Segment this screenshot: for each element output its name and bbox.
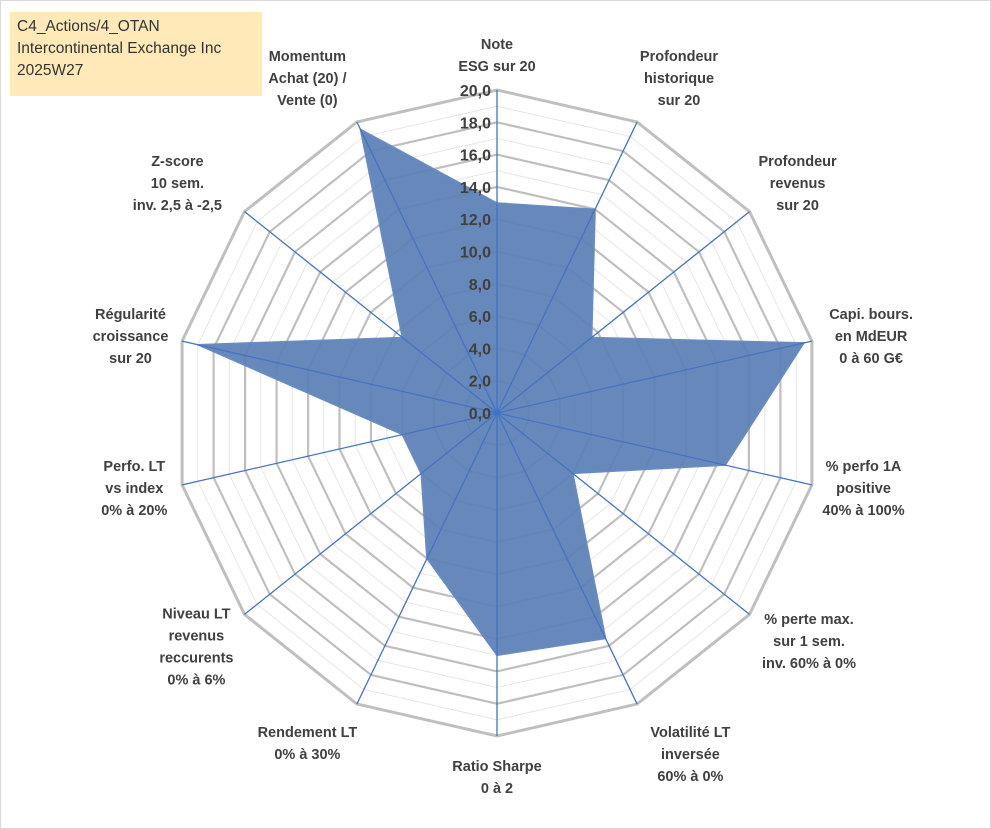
category-label-line: 0% à 6% xyxy=(167,673,225,689)
category-label-line: 0 à 2 xyxy=(481,781,513,797)
category-label-line: croissance xyxy=(93,329,169,345)
axis-spoke xyxy=(244,211,498,414)
category-label: Volatilité LT inversée 60% à 0% xyxy=(650,725,730,785)
tick-label: 20,0 xyxy=(460,83,491,100)
category-label: Perfo. LT vs index 0% à 20% xyxy=(101,459,167,519)
category-label: Ratio Sharpe 0 à 2 xyxy=(452,759,541,797)
axis-spoke xyxy=(356,412,498,705)
category-label-line: historique xyxy=(644,71,714,87)
chart-title-box: C4_Actions/4_OTAN Intercontinental Excha… xyxy=(10,12,262,96)
category-label-line: reccurents xyxy=(159,651,233,667)
category-label-line: Ratio Sharpe xyxy=(452,759,541,775)
category-label: Capi. bours. en MdEUR 0 à 60 G€ xyxy=(829,307,913,367)
axis-spoke xyxy=(181,412,498,486)
category-label: Profondeur historique sur 20 xyxy=(640,49,718,109)
category-label: Niveau LT revenus reccurents 0% à 6% xyxy=(159,607,233,689)
category-label-line: Profondeur xyxy=(759,154,837,170)
category-label-line: Note xyxy=(481,37,513,53)
axis-spoke xyxy=(496,412,638,705)
tick-label: 14,0 xyxy=(460,180,491,197)
tick-label: 4,0 xyxy=(469,341,491,358)
category-label-line: inversée xyxy=(661,747,720,763)
axis-spoke xyxy=(496,211,750,414)
title-line-1: C4_Actions/4_OTAN xyxy=(17,18,160,35)
category-label-line: Vente (0) xyxy=(277,93,338,109)
category-label: Profondeur revenus sur 20 xyxy=(759,154,837,214)
category-label: % perfo 1A positive 40% à 100% xyxy=(822,459,904,519)
axis-spokes xyxy=(181,90,813,736)
tick-label: 2,0 xyxy=(469,374,491,391)
category-label-line: ESG sur 20 xyxy=(458,59,535,75)
category-label-line: % perte max. xyxy=(764,612,853,628)
category-label-line: positive xyxy=(836,481,891,497)
tick-label: 10,0 xyxy=(460,245,491,262)
category-label-line: Z-score xyxy=(151,154,203,170)
category-label-line: 40% à 100% xyxy=(822,503,904,519)
category-label-line: inv. 2,5 à -2,5 xyxy=(133,198,222,214)
category-label-line: Capi. bours. xyxy=(829,307,913,323)
axis-spoke xyxy=(181,340,498,414)
category-label-line: sur 20 xyxy=(776,198,819,214)
category-label-line: 0% à 20% xyxy=(101,503,167,519)
category-label-line: Profondeur xyxy=(640,49,718,65)
category-label: Z-score 10 sem. inv. 2,5 à -2,5 xyxy=(133,154,222,214)
axis-spoke xyxy=(496,412,813,486)
title-line-2: Intercontinental Exchange Inc xyxy=(17,40,222,57)
tick-label: 16,0 xyxy=(460,148,491,165)
category-label-line: Rendement LT xyxy=(258,725,358,741)
axis-spoke xyxy=(496,340,813,414)
category-labels: Note ESG sur 20 Profondeur historique sur 20… xyxy=(93,37,913,797)
category-label-line: en MdEUR xyxy=(835,329,908,345)
axis-spoke xyxy=(496,121,638,414)
title-line-3: 2025W27 xyxy=(17,62,84,79)
category-label-line: inv. 60% à 0% xyxy=(762,656,856,672)
category-label-line: Régularité xyxy=(95,307,166,323)
axis-spoke xyxy=(356,121,498,414)
axis-spoke xyxy=(244,412,498,615)
category-label-line: 0 à 60 G€ xyxy=(839,351,903,367)
category-label-line: 0% à 30% xyxy=(274,747,340,763)
category-label-line: Perfo. LT xyxy=(103,459,165,475)
category-label-line: Achat (20) / xyxy=(268,71,346,87)
category-label: % perte max. sur 1 sem. inv. 60% à 0% xyxy=(762,612,856,672)
category-label-line: revenus xyxy=(770,176,826,192)
category-label-line: sur 20 xyxy=(109,351,152,367)
category-label-line: sur 20 xyxy=(658,93,701,109)
axis-spoke xyxy=(496,412,750,615)
category-label: Régularité croissance sur 20 xyxy=(93,307,169,367)
series-area xyxy=(197,127,806,657)
category-label-line: revenus xyxy=(169,629,225,645)
category-label-line: Niveau LT xyxy=(162,607,230,623)
category-label-line: Volatilité LT xyxy=(650,725,730,741)
category-label-line: Momentum xyxy=(269,49,346,65)
category-label-line: vs index xyxy=(105,481,163,497)
radial-tick-labels: 0,0 2,0 4,0 6,0 8,0 10,0 12,0 14,0 16,0 18,0 20,0 xyxy=(460,83,491,423)
category-label-line: 60% à 0% xyxy=(657,769,723,785)
tick-label: 18,0 xyxy=(460,115,491,132)
series-layer xyxy=(197,127,806,657)
tick-label: 8,0 xyxy=(469,277,491,294)
tick-label: 12,0 xyxy=(460,212,491,229)
category-label: Rendement LT 0% à 30% xyxy=(258,725,358,763)
category-label: Momentum Achat (20) / Vente (0) xyxy=(268,49,346,109)
tick-label: 6,0 xyxy=(469,309,491,326)
category-label-line: % perfo 1A xyxy=(826,459,902,475)
tick-label: 0,0 xyxy=(469,406,491,423)
category-label-line: 10 sem. xyxy=(151,176,204,192)
category-label-line: sur 1 sem. xyxy=(773,634,845,650)
category-label: Note ESG sur 20 xyxy=(458,37,535,75)
